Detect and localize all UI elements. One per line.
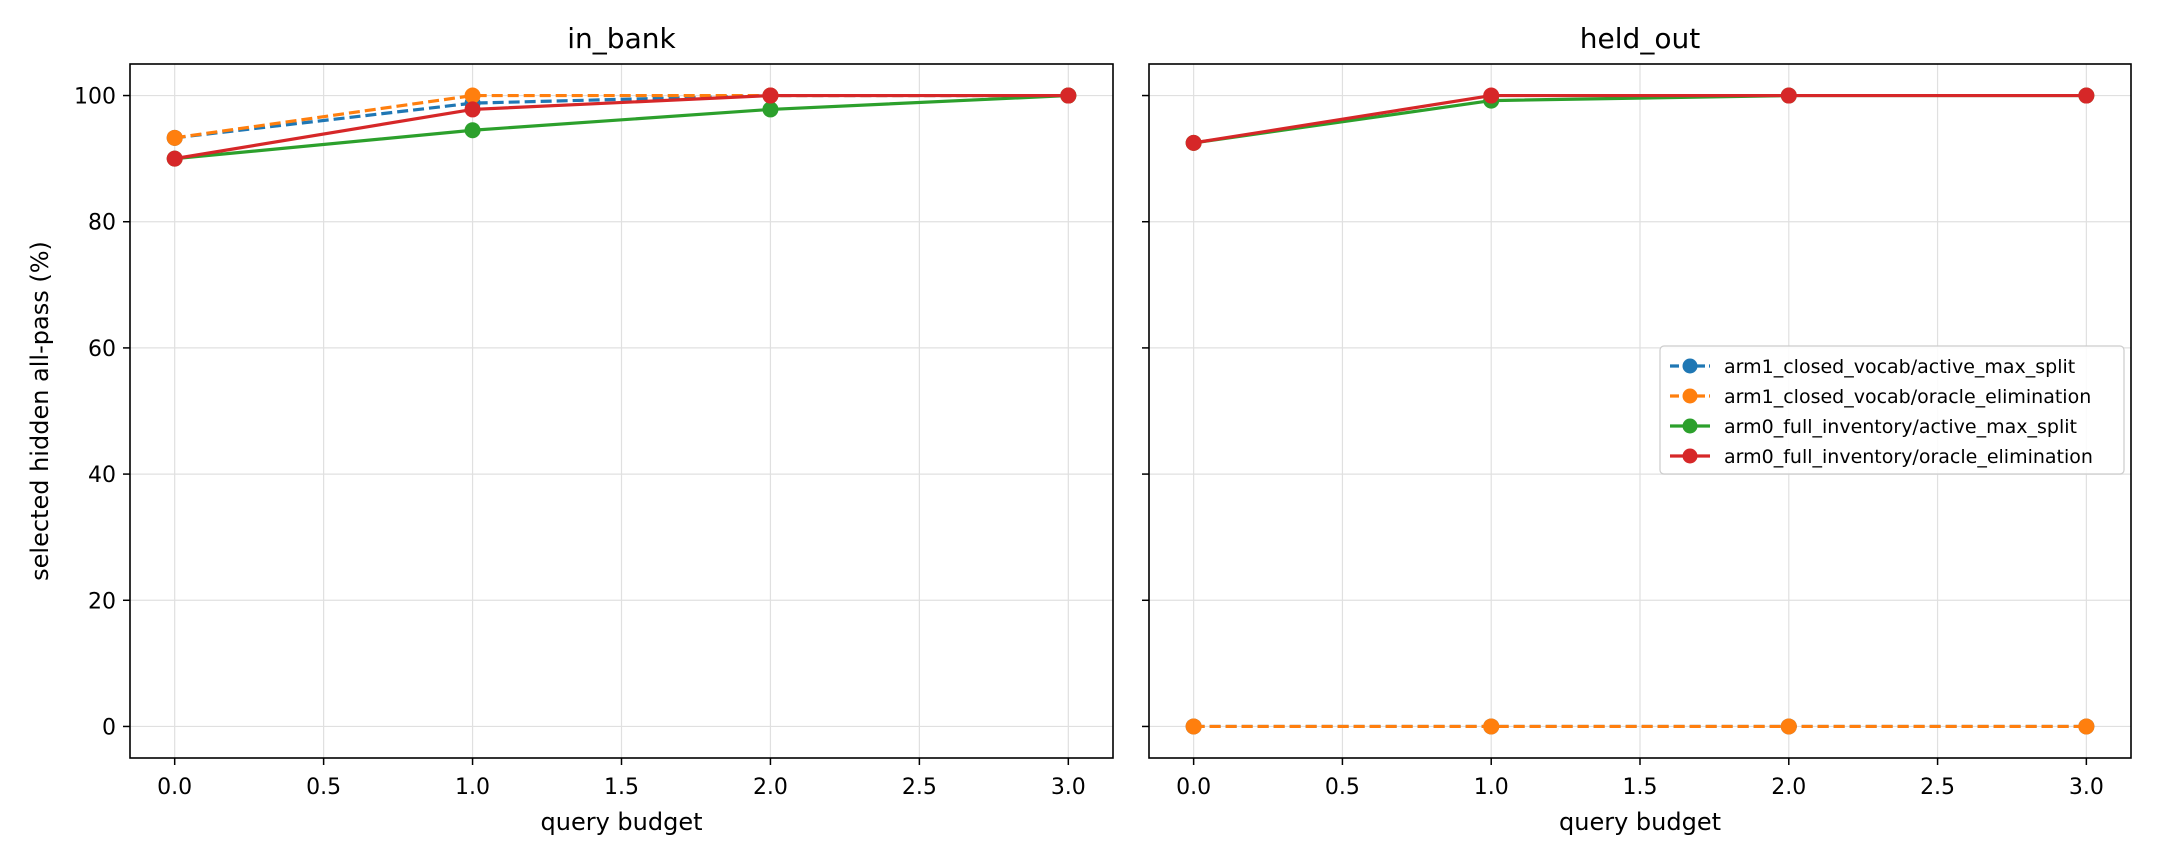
x-tick-label: 1.0 bbox=[455, 775, 490, 800]
data-point-arm1-closed-vocab-oracle-elimination bbox=[1780, 718, 1797, 735]
data-point-arm0-full-inventory-active-max-split bbox=[464, 122, 481, 139]
x-axis-label: query budget bbox=[541, 808, 703, 836]
data-point-arm0-full-inventory-oracle-elimination bbox=[1060, 87, 1077, 104]
x-tick-label: 2.5 bbox=[1920, 775, 1955, 800]
data-point-arm0-full-inventory-oracle-elimination bbox=[464, 101, 481, 118]
data-point-arm0-full-inventory-oracle-elimination bbox=[1780, 87, 1797, 104]
data-point-arm1-closed-vocab-oracle-elimination bbox=[2078, 718, 2095, 735]
x-tick-label: 0.5 bbox=[1325, 775, 1360, 800]
data-point-arm0-full-inventory-active-max-split bbox=[762, 101, 779, 118]
x-tick-label: 3.0 bbox=[2069, 775, 2104, 800]
data-point-arm1-closed-vocab-oracle-elimination bbox=[1483, 718, 1500, 735]
x-tick-label: 0.0 bbox=[1176, 775, 1211, 800]
legend-swatch-marker bbox=[1682, 388, 1698, 404]
series-line-arm1-closed-vocab-oracle-elimination bbox=[174, 93, 1069, 140]
x-tick-label: 0.0 bbox=[157, 775, 192, 800]
x-tick-label: 1.5 bbox=[1623, 775, 1658, 800]
legend-swatch-marker bbox=[1682, 418, 1698, 434]
legend-swatch-marker bbox=[1682, 448, 1698, 464]
x-tick-label: 2.5 bbox=[902, 775, 937, 800]
legend-label: arm1_closed_vocab/oracle_elimination bbox=[1724, 386, 2091, 408]
y-tick-label: 100 bbox=[74, 85, 116, 110]
data-point-arm1-closed-vocab-oracle-elimination bbox=[464, 87, 481, 104]
x-tick-label: 3.0 bbox=[1051, 775, 1086, 800]
y-tick-label: 40 bbox=[88, 463, 116, 488]
panel-title: in_bank bbox=[567, 22, 676, 55]
x-tick-label: 0.5 bbox=[306, 775, 341, 800]
legend-frame bbox=[1659, 345, 2125, 475]
legend-swatch-marker bbox=[1682, 358, 1698, 374]
panel-in-bank: 0.0 0.5 1.0 1.5 2.0 2.5 3.0 0 20 40 60 80 100 in_bank… bbox=[26, 22, 1114, 836]
y-tick-label: 20 bbox=[88, 589, 116, 614]
data-point-arm0-full-inventory-oracle-elimination bbox=[1483, 87, 1500, 104]
series-line-arm0-full-inventory-oracle-elimination bbox=[1193, 93, 2087, 145]
data-point-arm0-full-inventory-oracle-elimination bbox=[166, 150, 183, 167]
y-axis-label: selected hidden all-pass (%) bbox=[26, 241, 54, 581]
legend-label: arm0_full_inventory/active_max_split bbox=[1724, 416, 2077, 438]
x-tick-label: 1.0 bbox=[1474, 775, 1509, 800]
legend-label: arm0_full_inventory/oracle_elimination bbox=[1724, 446, 2093, 468]
data-point-arm0-full-inventory-oracle-elimination bbox=[2078, 87, 2095, 104]
y-tick-label: 60 bbox=[88, 337, 116, 362]
y-tick-label: 80 bbox=[88, 211, 116, 236]
legend-label: arm1_closed_vocab/active_max_split bbox=[1724, 356, 2075, 378]
data-point-arm0-full-inventory-oracle-elimination bbox=[762, 87, 779, 104]
x-tick-label: 1.5 bbox=[604, 775, 639, 800]
panel-title: held_out bbox=[1580, 22, 1700, 55]
data-point-arm1-closed-vocab-oracle-elimination bbox=[166, 129, 183, 146]
y-tick-label: 0 bbox=[102, 715, 116, 740]
data-point-arm0-full-inventory-oracle-elimination bbox=[1185, 134, 1202, 151]
x-tick-label: 2.0 bbox=[753, 775, 788, 800]
x-tick-label: 2.0 bbox=[1771, 775, 1806, 800]
series-line-arm0-full-inventory-active-max-split bbox=[174, 93, 1069, 161]
series-line-arm0-full-inventory-oracle-elimination bbox=[174, 93, 1069, 161]
data-point-arm1-closed-vocab-oracle-elimination bbox=[1185, 718, 1202, 735]
legend: arm1_closed_vocab/active_max_split arm1_c… bbox=[1659, 345, 2125, 475]
x-axis-label: query budget bbox=[1559, 808, 1721, 836]
